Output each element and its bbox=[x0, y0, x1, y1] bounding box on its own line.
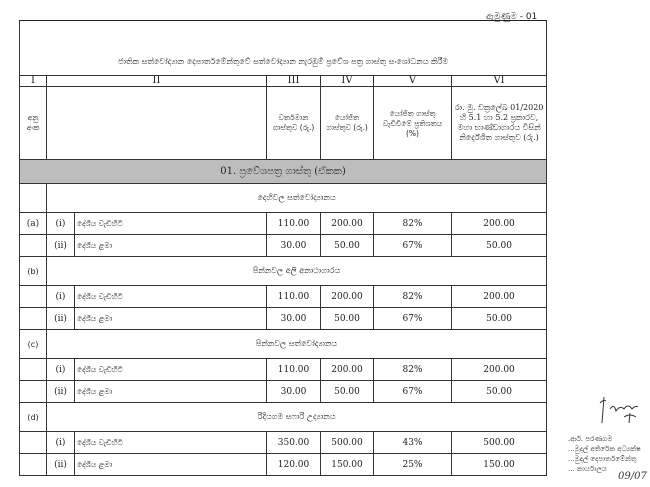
zoo-group-row: (c) පින්නවල සත්වෝද්‍යානය bbox=[19, 329, 548, 359]
group-letter bbox=[19, 234, 47, 257]
proposed-fee: 200.00 bbox=[320, 285, 374, 308]
group-letter bbox=[19, 358, 47, 381]
group-letter bbox=[19, 431, 47, 454]
increase-pct: 67% bbox=[373, 234, 452, 257]
recommended-fee: 200.00 bbox=[450, 212, 548, 235]
header-current-fee: වර්තමාන ගාස්තුව (රු.) bbox=[266, 86, 321, 160]
header-recommended-fee: රා. මු. චක්‍රලේඛ 01/2020 හි 5.1 හා 5.2 ප… bbox=[450, 86, 548, 160]
table-row: (i) දේශීය වැඩිහිටි 110.00 200.00 82% 200.00 bbox=[19, 285, 548, 308]
stamp-line: ... කාර්යාලය bbox=[568, 465, 607, 473]
current-fee: 30.00 bbox=[266, 307, 321, 330]
group-letter: (b) bbox=[19, 256, 47, 286]
group-letter bbox=[19, 183, 47, 213]
increase-pct: 43% bbox=[373, 431, 452, 454]
header-description bbox=[46, 86, 267, 160]
zoo-name: පින්නවල සත්වෝද්‍යානය bbox=[45, 329, 548, 359]
col-roman-6: VI bbox=[450, 75, 548, 87]
recommended-fee: 50.00 bbox=[450, 380, 548, 403]
row-label: දේශීය ළමා bbox=[74, 234, 267, 257]
annex-label: ඇමුණුම - 01 bbox=[486, 12, 538, 22]
stamp-line: ...මුදල් දෙපාර්තමේන්තු bbox=[568, 455, 637, 463]
group-letter bbox=[19, 285, 47, 308]
group-letter: (d) bbox=[19, 402, 47, 432]
row-number: (ii) bbox=[46, 453, 75, 476]
row-label: දේශීය වැඩිහිටි bbox=[74, 285, 267, 308]
fee-revision-table: ජාතික සත්වෝද්‍යාන දෙපාර්තමේන්තුවේ සත්වෝද… bbox=[18, 20, 548, 476]
increase-pct: 25% bbox=[373, 453, 452, 476]
group-letter bbox=[19, 453, 47, 476]
zoo-group-row: (b) පින්නවල අලි අනාථාගාරය bbox=[19, 256, 548, 286]
recommended-fee: 200.00 bbox=[450, 358, 548, 381]
group-letter: (a) bbox=[19, 212, 47, 235]
table-row: (i) දේශීය වැඩිහිටි 110.00 200.00 82% 200.00 bbox=[19, 358, 548, 381]
group-letter bbox=[19, 380, 47, 403]
zoo-name: පින්නවල අලි අනාථාගාරය bbox=[45, 256, 548, 286]
header-increase-pct: යෝජිත ගාස්තු වැඩිවීමේ ප්‍රතිශතය (%) bbox=[373, 86, 452, 160]
proposed-fee: 500.00 bbox=[320, 431, 374, 454]
table-title: ජාතික සත්වෝද්‍යාන දෙපාර්තමේන්තුවේ සත්වෝද… bbox=[18, 20, 548, 76]
row-number: (i) bbox=[46, 212, 75, 235]
current-fee: 30.00 bbox=[266, 380, 321, 403]
row-number: (i) bbox=[46, 285, 75, 308]
increase-pct: 67% bbox=[373, 380, 452, 403]
row-label: දේශීය වැඩිහිටි bbox=[74, 212, 267, 235]
recommended-fee: 50.00 bbox=[450, 234, 548, 257]
table-row: (ii) දේශීය ළමා 30.00 50.00 67% 50.00 bbox=[19, 380, 548, 403]
current-fee: 110.00 bbox=[266, 212, 321, 235]
row-label: දේශීය වැඩිහිටි bbox=[74, 431, 267, 454]
header-proposed-fee: යෝජිත ගාස්තුව (රු.) bbox=[320, 86, 374, 160]
recommended-fee: 200.00 bbox=[450, 285, 548, 308]
group-letter: (c) bbox=[19, 329, 47, 359]
col-roman-3: III bbox=[266, 75, 321, 87]
recommended-fee: 500.00 bbox=[450, 431, 548, 454]
current-fee: 120.00 bbox=[266, 453, 321, 476]
signature bbox=[599, 396, 639, 424]
row-number: (i) bbox=[46, 358, 75, 381]
increase-pct: 82% bbox=[373, 285, 452, 308]
increase-pct: 82% bbox=[373, 212, 452, 235]
handwritten-date: 09/07 bbox=[618, 471, 647, 482]
current-fee: 350.00 bbox=[266, 431, 321, 454]
col-roman-1: I bbox=[19, 75, 47, 87]
col-roman-2: II bbox=[46, 75, 267, 87]
zoo-name: රිදියගම සෆාරි උද්‍යානය bbox=[45, 402, 548, 432]
row-label: දේශීය ළමා bbox=[74, 307, 267, 330]
current-fee: 110.00 bbox=[266, 285, 321, 308]
increase-pct: 82% bbox=[373, 358, 452, 381]
row-label: දේශීය ළමා bbox=[74, 380, 267, 403]
recommended-fee: 150.00 bbox=[450, 453, 548, 476]
row-number: (ii) bbox=[46, 380, 75, 403]
row-label: දේශීය ළමා bbox=[74, 453, 267, 476]
table-row: (ii) දේශීය ළමා 120.00 150.00 25% 150.00 bbox=[19, 453, 548, 476]
col-roman-5: V bbox=[373, 75, 452, 87]
proposed-fee: 50.00 bbox=[320, 307, 374, 330]
proposed-fee: 50.00 bbox=[320, 234, 374, 257]
stamp-line: ...මුදල් අතිරේක අධ්‍යක්ෂ bbox=[568, 445, 641, 453]
table-row: (i) දේශීය වැඩිහිටි 350.00 500.00 43% 500.00 bbox=[19, 431, 548, 454]
stamp-line: .ආර්. පරණගම bbox=[568, 435, 613, 443]
proposed-fee: 200.00 bbox=[320, 358, 374, 381]
section-heading: 01. ප්‍රවේශපත්‍ර ගාස්තු (ඒකක) bbox=[18, 159, 548, 184]
group-letter bbox=[19, 307, 47, 330]
proposed-fee: 150.00 bbox=[320, 453, 374, 476]
header-serial: අනු අංක bbox=[19, 86, 47, 160]
table-row: (ii) දේශීය ළමා 30.00 50.00 67% 50.00 bbox=[19, 307, 548, 330]
recommended-fee: 50.00 bbox=[450, 307, 548, 330]
zoo-group-row: (d) රිදියගම සෆාරි උද්‍යානය bbox=[19, 402, 548, 432]
row-number: (ii) bbox=[46, 234, 75, 257]
current-fee: 110.00 bbox=[266, 358, 321, 381]
table-row: (ii) දේශීය ළමා 30.00 50.00 67% 50.00 bbox=[19, 234, 548, 257]
increase-pct: 67% bbox=[373, 307, 452, 330]
official-stamp: .ආර්. පරණගම ...මුදල් අතිරේක අධ්‍යක්ෂ ...… bbox=[568, 434, 641, 474]
current-fee: 30.00 bbox=[266, 234, 321, 257]
row-label: දේශීය වැඩිහිටි bbox=[74, 358, 267, 381]
row-number: (i) bbox=[46, 431, 75, 454]
proposed-fee: 50.00 bbox=[320, 380, 374, 403]
zoo-group-row: දෙහිවල සත්වෝද්‍යානය bbox=[19, 183, 548, 213]
proposed-fee: 200.00 bbox=[320, 212, 374, 235]
row-number: (ii) bbox=[46, 307, 75, 330]
zoo-name: දෙහිවල සත්වෝද්‍යානය bbox=[45, 183, 548, 213]
col-roman-4: IV bbox=[320, 75, 374, 87]
table-row: (a) (i) දේශීය වැඩිහිටි 110.00 200.00 82% 200.0… bbox=[19, 212, 548, 235]
